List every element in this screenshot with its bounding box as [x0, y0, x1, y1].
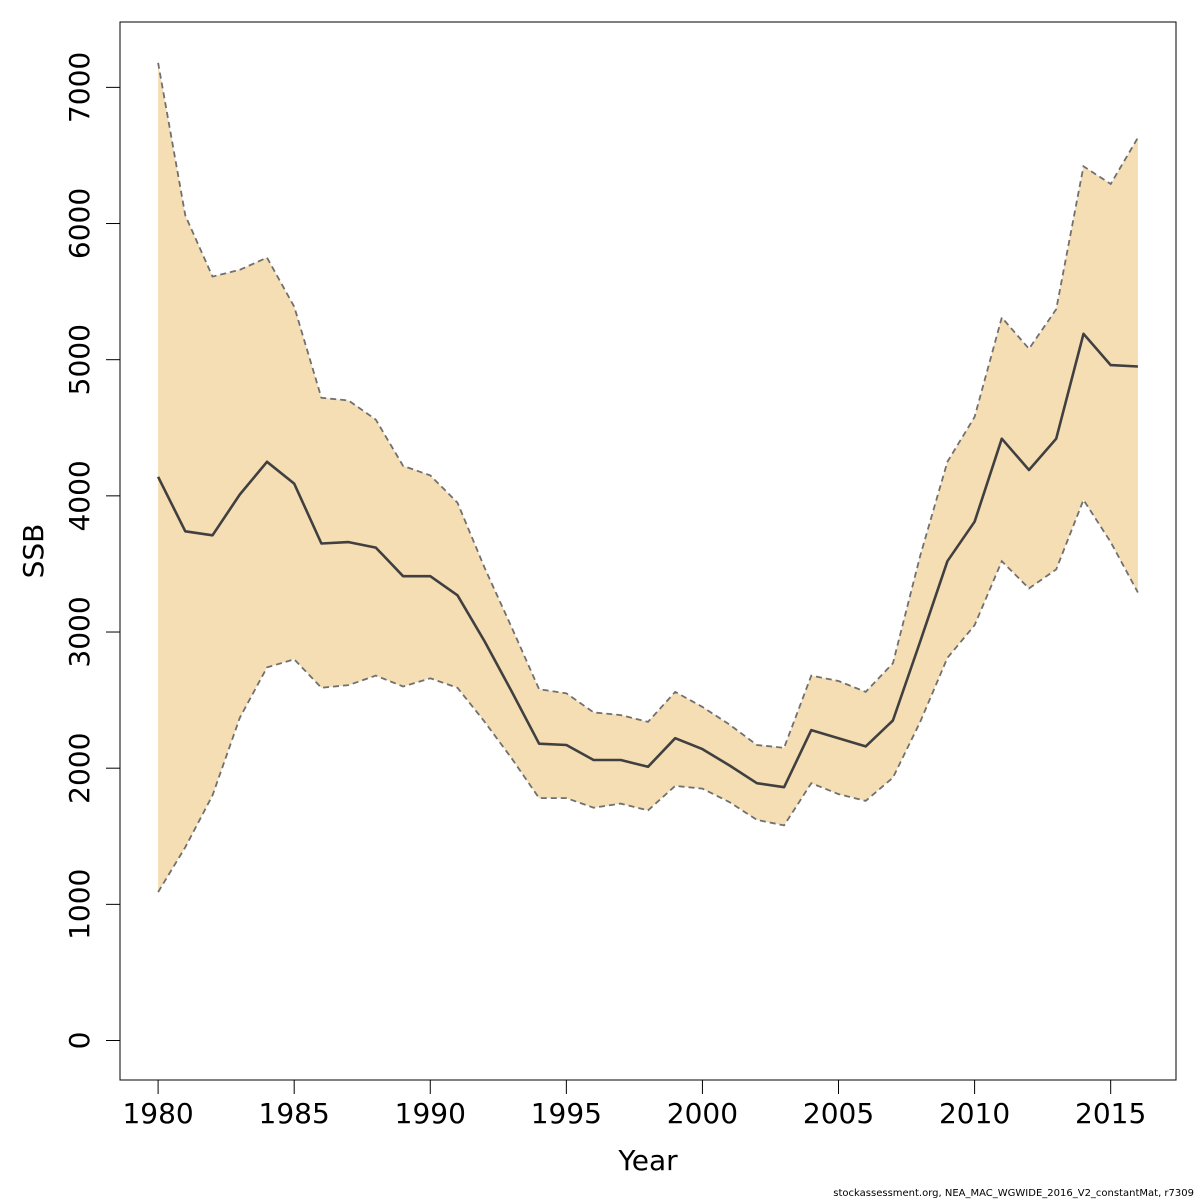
series-line-layer — [156, 62, 1139, 893]
series-line-ssb-estimate — [156, 332, 1138, 789]
x-tick-label: 2000 — [667, 1097, 738, 1130]
x-tick-label: 1985 — [259, 1097, 330, 1130]
y-tick-label: 2000 — [63, 733, 96, 804]
series-line-lower-bound — [157, 497, 1139, 893]
y-tick-label: 5000 — [63, 324, 96, 395]
x-tick-label: 2015 — [1075, 1097, 1146, 1130]
y-tick-label: 4000 — [63, 460, 96, 531]
y-tick-label: 6000 — [63, 188, 96, 259]
x-axis: 1980 1985 1990 1995 2000 2005 2010 2015 — [122, 1079, 1146, 1130]
x-tick-label: 1980 — [122, 1097, 193, 1130]
y-axis: 0 1000 2000 3000 4000 5000 6000 7000 — [63, 52, 121, 1050]
x-axis-title: Year — [617, 1144, 678, 1177]
footnote-source: stockassessment.org, NEA_MAC_WGWIDE_2016… — [833, 1188, 1194, 1199]
y-tick-label: 7000 — [63, 52, 96, 123]
series-line-upper-bound — [157, 62, 1139, 749]
confidence-band-layer — [158, 62, 1138, 893]
confidence-band — [158, 62, 1138, 893]
y-tick-label: 1000 — [63, 869, 96, 940]
y-tick-label: 3000 — [63, 596, 96, 667]
x-tick-label: 2005 — [803, 1097, 874, 1130]
x-tick-label: 1990 — [395, 1097, 466, 1130]
y-tick-label: 0 — [63, 1032, 96, 1050]
x-tick-label: 1995 — [531, 1097, 602, 1130]
x-tick-label: 2010 — [939, 1097, 1010, 1130]
y-axis-title: SSB — [17, 524, 50, 579]
